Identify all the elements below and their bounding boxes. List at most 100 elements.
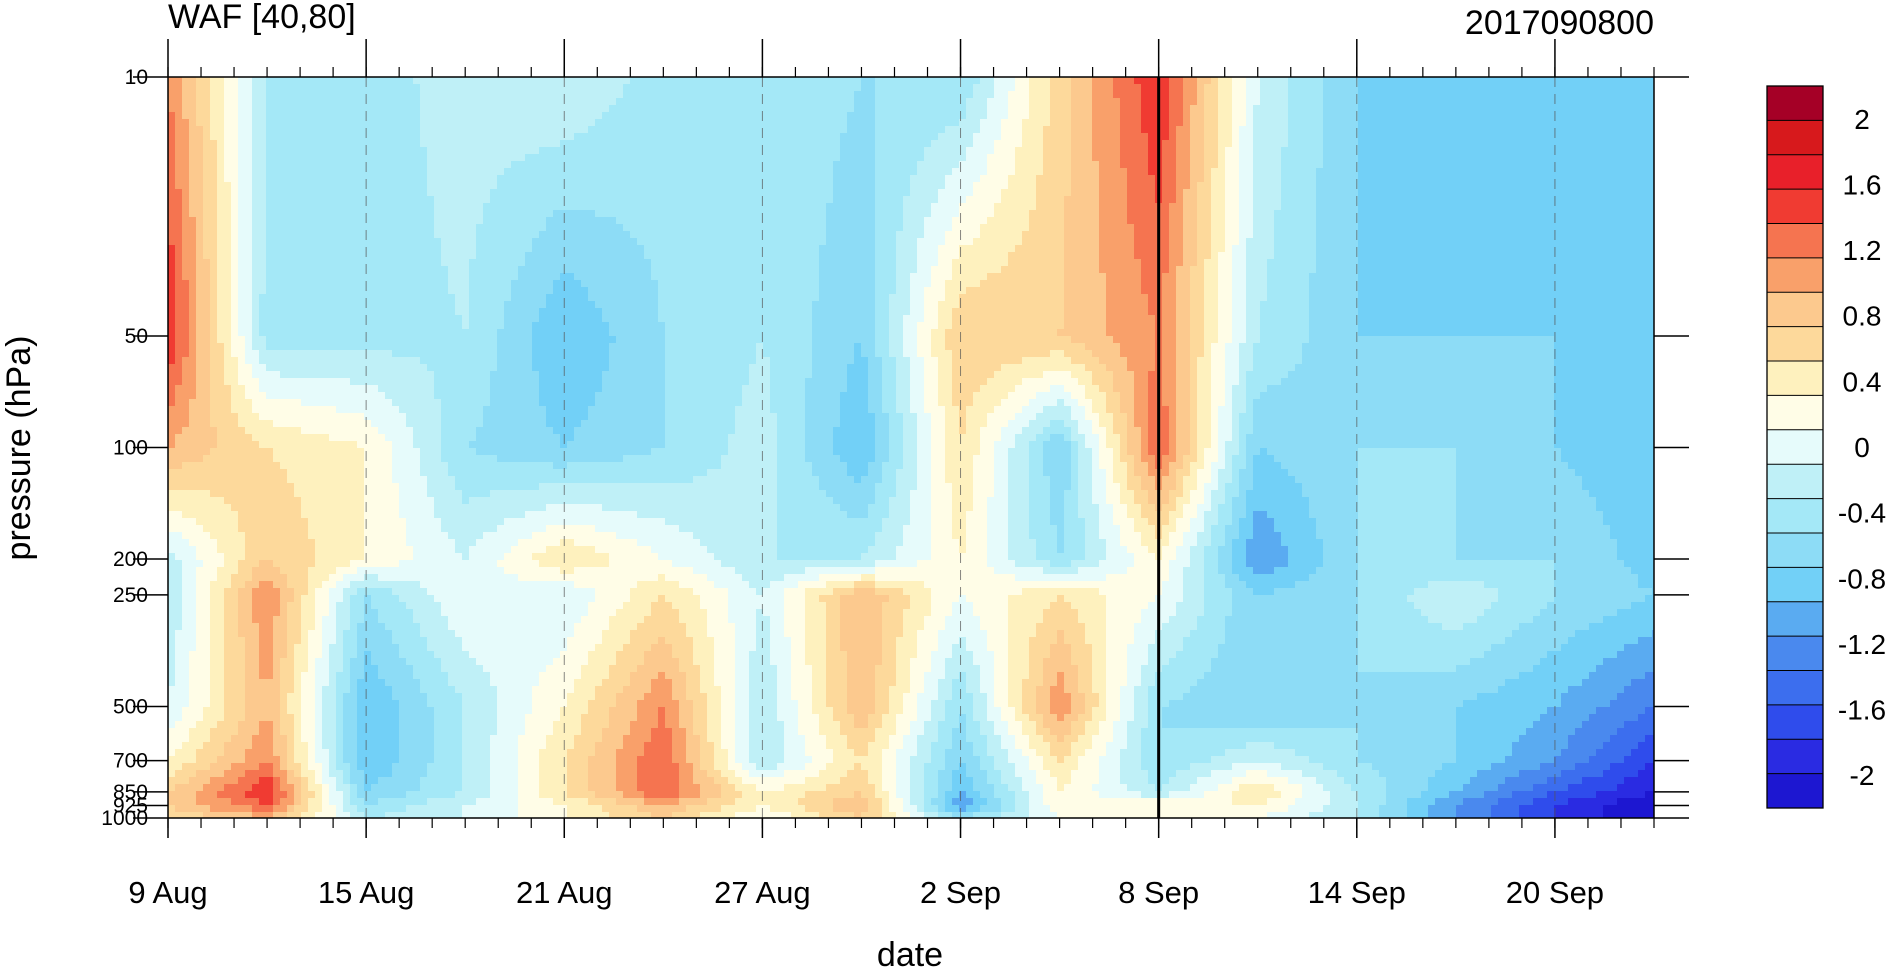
contour-cell [252,203,267,211]
contour-cell [945,336,1072,344]
contour-cell [1183,259,1198,267]
contour-cell [217,322,232,330]
contour-cell [462,728,498,736]
contour-cell [882,469,897,477]
contour-cell [1050,707,1072,715]
contour-cell [959,245,1016,253]
contour-cell [1456,812,1492,818]
contour-cell [1169,560,1191,568]
contour-cell [224,378,239,386]
contour-cell [1162,315,1177,323]
contour-cell [1211,497,1226,505]
contour-cell [1015,770,1037,778]
contour-cell [959,714,967,722]
contour-cell [952,371,995,379]
contour-cell [196,259,211,267]
contour-cell [749,658,771,666]
contour-cell [686,679,701,687]
contour-cell [1120,119,1142,127]
contour-cell [1414,602,1492,610]
contour-cell [875,266,897,274]
contour-cell [1071,721,1086,729]
contour-cell [1246,490,1303,498]
contour-cell [1015,805,1030,813]
contour-cell [875,672,897,680]
contour-cell [952,315,1065,323]
contour-cell [672,749,687,757]
contour-cell [1127,189,1156,197]
contour-cell [224,112,239,120]
contour-cell [168,413,190,421]
contour-cell [343,735,358,743]
contour-cell [931,749,946,757]
contour-cell [252,147,267,155]
contour-cell [322,735,337,743]
contour-cell [1316,259,1359,267]
contour-cell [1239,231,1254,239]
contour-cell [518,266,652,274]
contour-cell [1274,238,1317,246]
contour-cell [490,742,519,750]
contour-cell [224,637,246,645]
contour-cell [1463,798,1499,806]
contour-cell [322,763,330,771]
contour-cell [175,651,190,659]
contour-cell [1351,784,1387,792]
contour-cell [1246,371,1289,379]
contour-cell [175,658,190,666]
contour-cell [252,322,260,330]
contour-cell [1239,448,1247,456]
contour-cell [1036,413,1072,421]
contour-cell [882,476,897,484]
contour-cell [1246,105,1254,113]
contour-cell [1379,770,1436,778]
contour-cell [1218,133,1233,141]
contour-cell [1596,504,1654,512]
contour-cell [427,644,463,652]
contour-cell [350,770,365,778]
contour-cell [1043,469,1072,477]
contour-cell [1162,147,1177,155]
contour-cell [1253,364,1296,372]
contour-cell [973,784,995,792]
contour-cell [679,525,778,533]
contour-cell [364,812,386,818]
contour-cell [980,441,995,449]
contour-cell [861,553,897,561]
contour-cell [1183,490,1191,498]
contour-cell [1274,245,1317,253]
contour-cell [1204,560,1219,568]
contour-cell [238,91,253,99]
contour-cell [1358,448,1457,456]
contour-cell [1162,455,1177,463]
colorbar-label: 1.2 [1843,235,1882,266]
contour-cell [1148,707,1163,715]
contour-cell [1176,294,1191,302]
contour-cell [1246,560,1289,568]
contour-cell [224,714,246,722]
contour-cell [665,441,729,449]
contour-cell [952,532,967,540]
contour-cell [252,364,267,372]
contour-cell [637,707,659,715]
contour-cell [1064,273,1107,281]
contour-cell [245,651,260,659]
contour-cell [861,350,876,358]
contour-cell [1057,525,1065,533]
contour-cell [952,679,967,687]
contour-cell [238,189,253,197]
contour-cell [945,329,1058,337]
contour-cell [700,742,715,750]
contour-cell [350,658,365,666]
contour-cell [217,294,232,302]
contour-cell [588,126,848,134]
contour-cell [546,665,582,673]
contour-cell [294,651,309,659]
contour-cell [882,525,904,533]
contour-cell [987,154,1016,162]
contour-cell [420,679,449,687]
contour-cell [637,623,687,631]
contour-cell [1456,462,1569,470]
contour-cell [301,714,316,722]
contour-cell [798,728,820,736]
